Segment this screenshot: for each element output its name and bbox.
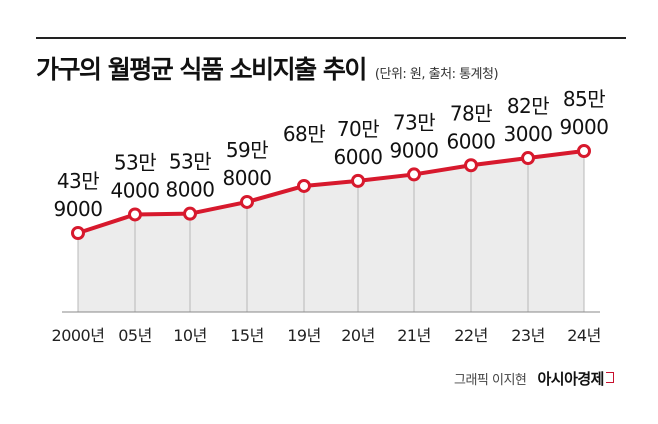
data-point	[240, 194, 254, 209]
data-label-rest: 6000	[334, 145, 383, 169]
data-label-man: 85만	[563, 87, 605, 111]
x-tick-label: 20년	[341, 326, 375, 345]
x-tick-label: 21년	[397, 326, 431, 345]
data-point	[521, 151, 535, 166]
data-label-rest: 8000	[166, 178, 215, 202]
data-label-rest: 3000	[504, 122, 553, 146]
data-point	[71, 226, 85, 240]
data-label-rest: 9000	[54, 197, 103, 221]
chart-subtitle: (단위: 원, 출처: 통계청)	[374, 67, 499, 82]
x-tick-label: 05년	[118, 326, 152, 345]
series-line	[76, 149, 586, 235]
data-label-rest: 6000	[447, 129, 496, 153]
graphic-credit: 그래픽 이지현	[453, 373, 527, 388]
data-label-man: 68만	[283, 122, 325, 146]
chart-title: 가구의 월평균 식품 소비지출 추이	[36, 55, 367, 84]
data-point	[351, 173, 365, 188]
data-label-man: 82만	[507, 94, 549, 118]
x-tick-label: 19년	[287, 326, 321, 345]
x-tick-label: 23년	[511, 326, 545, 345]
x-tick-label: 22년	[454, 326, 488, 345]
x-tick-label: 10년	[173, 326, 207, 345]
data-label-man: 43만	[57, 169, 99, 193]
x-tick-label: 24년	[567, 326, 601, 345]
data-label-rest: 4000	[111, 178, 160, 202]
data-point	[464, 158, 478, 173]
brand-mark-icon	[606, 372, 614, 383]
credit: 그래픽 이지현 아시아경제	[454, 368, 614, 389]
data-label-man: 73만	[393, 110, 435, 134]
data-label-man: 53만	[114, 150, 156, 174]
data-label-man: 78만	[450, 101, 492, 125]
data-point	[577, 144, 591, 158]
data-label-rest: 8000	[223, 166, 272, 190]
data-point	[407, 167, 421, 182]
data-label-rest: 9000	[390, 138, 439, 162]
area-fill	[78, 151, 584, 312]
data-label-rest: 9000	[560, 115, 609, 139]
data-point	[128, 207, 142, 222]
data-point	[297, 178, 311, 193]
x-tick-label: 15년	[230, 326, 264, 345]
title-row: 가구의 월평균 식품 소비지출 추이 (단위: 원, 출처: 통계청)	[36, 50, 499, 86]
data-point	[183, 206, 197, 221]
brand-logo: 아시아경제	[537, 370, 604, 388]
top-rule	[36, 37, 626, 39]
data-label-man: 70만	[337, 117, 379, 141]
data-label-man: 53만	[169, 150, 211, 174]
data-label-man: 59만	[226, 138, 268, 162]
x-tick-label: 2000년	[52, 326, 105, 345]
